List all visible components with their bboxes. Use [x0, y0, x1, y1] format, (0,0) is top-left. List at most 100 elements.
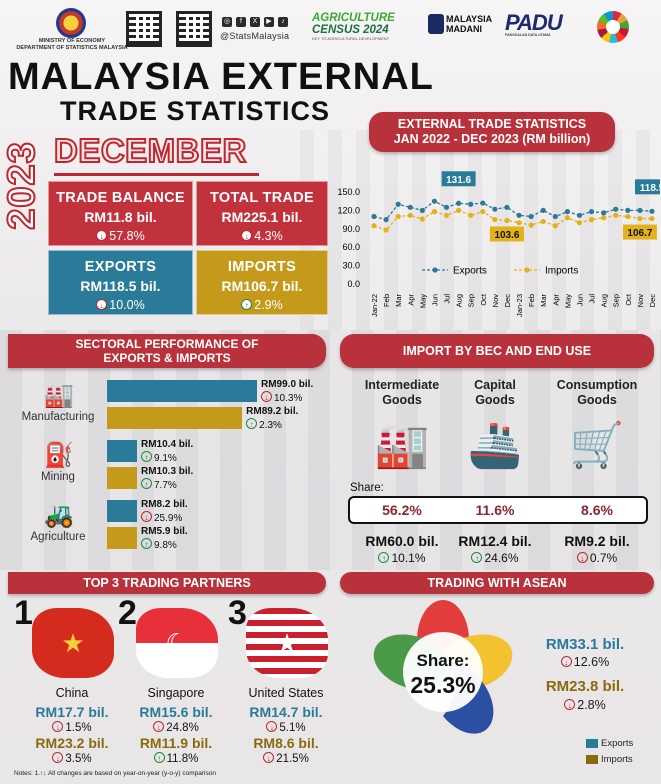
x-tick-label: Nov — [636, 294, 645, 308]
partner-import-change: ↓ 21.5% — [231, 752, 341, 765]
data-point-imports — [419, 216, 425, 222]
export-value-label: RM8.2 bil. — [141, 499, 188, 510]
partner-export-change: ↓ 1.5% — [17, 721, 127, 734]
data-point-imports — [528, 222, 534, 228]
partner-export-value: RM17.7 bil. — [35, 704, 109, 720]
chart-subtitle: JAN 2022 - DEC 2023 (RM billion) — [393, 132, 591, 146]
data-point-exports — [637, 207, 643, 213]
data-point-exports — [528, 213, 534, 220]
import-value-label: RM89.2 bil. — [246, 406, 299, 417]
asean-export-change: ↓ 12.6% — [520, 655, 650, 669]
arrow-up-icon: ↑ — [471, 552, 483, 563]
arrow-down-icon: ↓ — [96, 299, 108, 310]
arrow-down-icon: ↓ — [153, 721, 165, 732]
y-tick-label: 120.0 — [337, 205, 360, 215]
legend-marker — [524, 267, 530, 273]
rank-number: 3 — [228, 594, 247, 632]
x-tick-label: Jul — [443, 294, 452, 304]
data-point-exports — [492, 206, 498, 212]
bec-name-0: Intermediate Goods — [364, 378, 440, 407]
data-point-exports — [431, 198, 438, 204]
arrow-down-icon: ↓ — [241, 230, 253, 241]
social-handle[interactable]: @StatsMalaysia — [220, 31, 290, 41]
sector-label-mining: Mining — [41, 471, 75, 483]
x-tick-label: May — [418, 294, 427, 308]
arrow-up-icon: ↑ — [141, 538, 152, 549]
legend-label: Exports — [453, 266, 487, 277]
trade-balance-card: TRADE BALANCE RM11.8 bil. ↓ 57.8% — [48, 181, 193, 246]
x-tick-label: Oct — [479, 293, 488, 306]
x-tick-label: Apr — [406, 293, 415, 305]
qr-code-icon[interactable] — [176, 11, 212, 47]
chart-title: EXTERNAL TRADE STATISTICS — [397, 117, 587, 131]
qr-code-icon[interactable] — [126, 11, 162, 47]
country-name: United States — [248, 686, 324, 700]
data-point-exports — [407, 204, 413, 210]
data-point-imports — [468, 212, 474, 218]
ministry-line2: DEPARTMENT OF STATISTICS MALAYSIA — [16, 44, 128, 51]
x-tick-label: Sep — [612, 294, 621, 307]
arrow-down-icon: ↓ — [576, 552, 588, 563]
data-point-imports — [552, 223, 558, 229]
arrow-down-icon: ↓ — [564, 699, 576, 710]
import-value-label: RM5.9 bil. — [141, 526, 188, 537]
data-point-exports — [395, 201, 401, 207]
asean-flower-icon — [373, 600, 513, 734]
arrow-down-icon: ↓ — [263, 752, 275, 763]
partner-export-change: ↓ 24.8% — [121, 721, 231, 734]
arrow-down-icon: ↓ — [52, 752, 64, 763]
data-point-exports — [419, 207, 425, 213]
x-tick-label: May — [563, 294, 572, 308]
x-tick-label: Jun — [575, 294, 584, 306]
export-value-label: RM10.4 bil. — [141, 439, 194, 450]
partner-export-value: RM14.7 bil. — [249, 704, 323, 720]
data-point-exports — [443, 204, 450, 210]
instagram-icon[interactable]: ◎ — [222, 17, 232, 27]
data-point-exports — [576, 212, 583, 218]
sector-label-manufacturing: Manufacturing — [21, 411, 95, 423]
data-point-exports — [552, 213, 558, 220]
arrow-down-icon: ↓ — [560, 656, 572, 667]
arrow-up-icon: ↑ — [378, 552, 390, 563]
singapore-map-icon: ☾ — [136, 608, 218, 678]
refinery-icon: 🏭 — [374, 421, 430, 470]
x-tick-label: Aug — [600, 294, 609, 307]
data-point-exports — [383, 217, 389, 223]
country-name: China — [55, 686, 89, 700]
asean-export-value: RM33.1 bil. — [545, 636, 625, 653]
arrow-down-icon: ↓ — [141, 511, 152, 522]
asean-import-change: ↓ 2.8% — [520, 698, 650, 712]
background-building — [300, 130, 661, 330]
shopping-cart-icon: 🛒 — [569, 421, 625, 470]
import-bar-manufacturing — [107, 407, 243, 429]
bec-change: ↑ 24.6% — [443, 551, 547, 565]
asean-share-label: Share: — [416, 651, 470, 670]
youtube-icon[interactable]: ▶ — [264, 17, 274, 27]
bec-share-value: 11.6% — [475, 502, 515, 518]
x-tick-label: Dec — [648, 294, 657, 308]
y-tick-label: 30.0 — [342, 261, 360, 271]
x-tick-label: Mar — [394, 294, 403, 307]
facebook-icon[interactable]: f — [236, 17, 246, 27]
import-value-label: RM10.3 bil. — [141, 466, 194, 477]
malaysia-madani-logo: MALAYSIA MADANI — [428, 14, 492, 34]
export-bar-mining — [107, 440, 137, 462]
x-tick-label: Jan-23 — [515, 294, 524, 317]
data-label: 118.5 — [640, 183, 660, 194]
x-tick-label: Feb — [382, 294, 391, 307]
chart-title-banner: EXTERNAL TRADE STATISTICS JAN 2022 - DEC… — [369, 112, 615, 152]
data-point-exports — [625, 207, 631, 213]
data-point-exports — [456, 200, 462, 206]
y-tick-label: 60.0 — [342, 242, 360, 252]
tiktok-icon[interactable]: ♪ — [278, 17, 288, 27]
x-icon[interactable]: X — [250, 17, 260, 27]
sectoral-banner: SECTORAL PERFORMANCE OF EXPORTS & IMPORT… — [8, 334, 326, 368]
x-tick-label: Nov — [491, 294, 500, 308]
data-label-box — [635, 179, 660, 195]
bec-change: ↓ 0.7% — [545, 551, 649, 565]
data-point-exports — [564, 209, 570, 215]
import-change-label: ↑ 2.3% — [246, 418, 282, 432]
data-point-imports — [395, 213, 401, 220]
x-tick-label: Mar — [539, 294, 548, 307]
